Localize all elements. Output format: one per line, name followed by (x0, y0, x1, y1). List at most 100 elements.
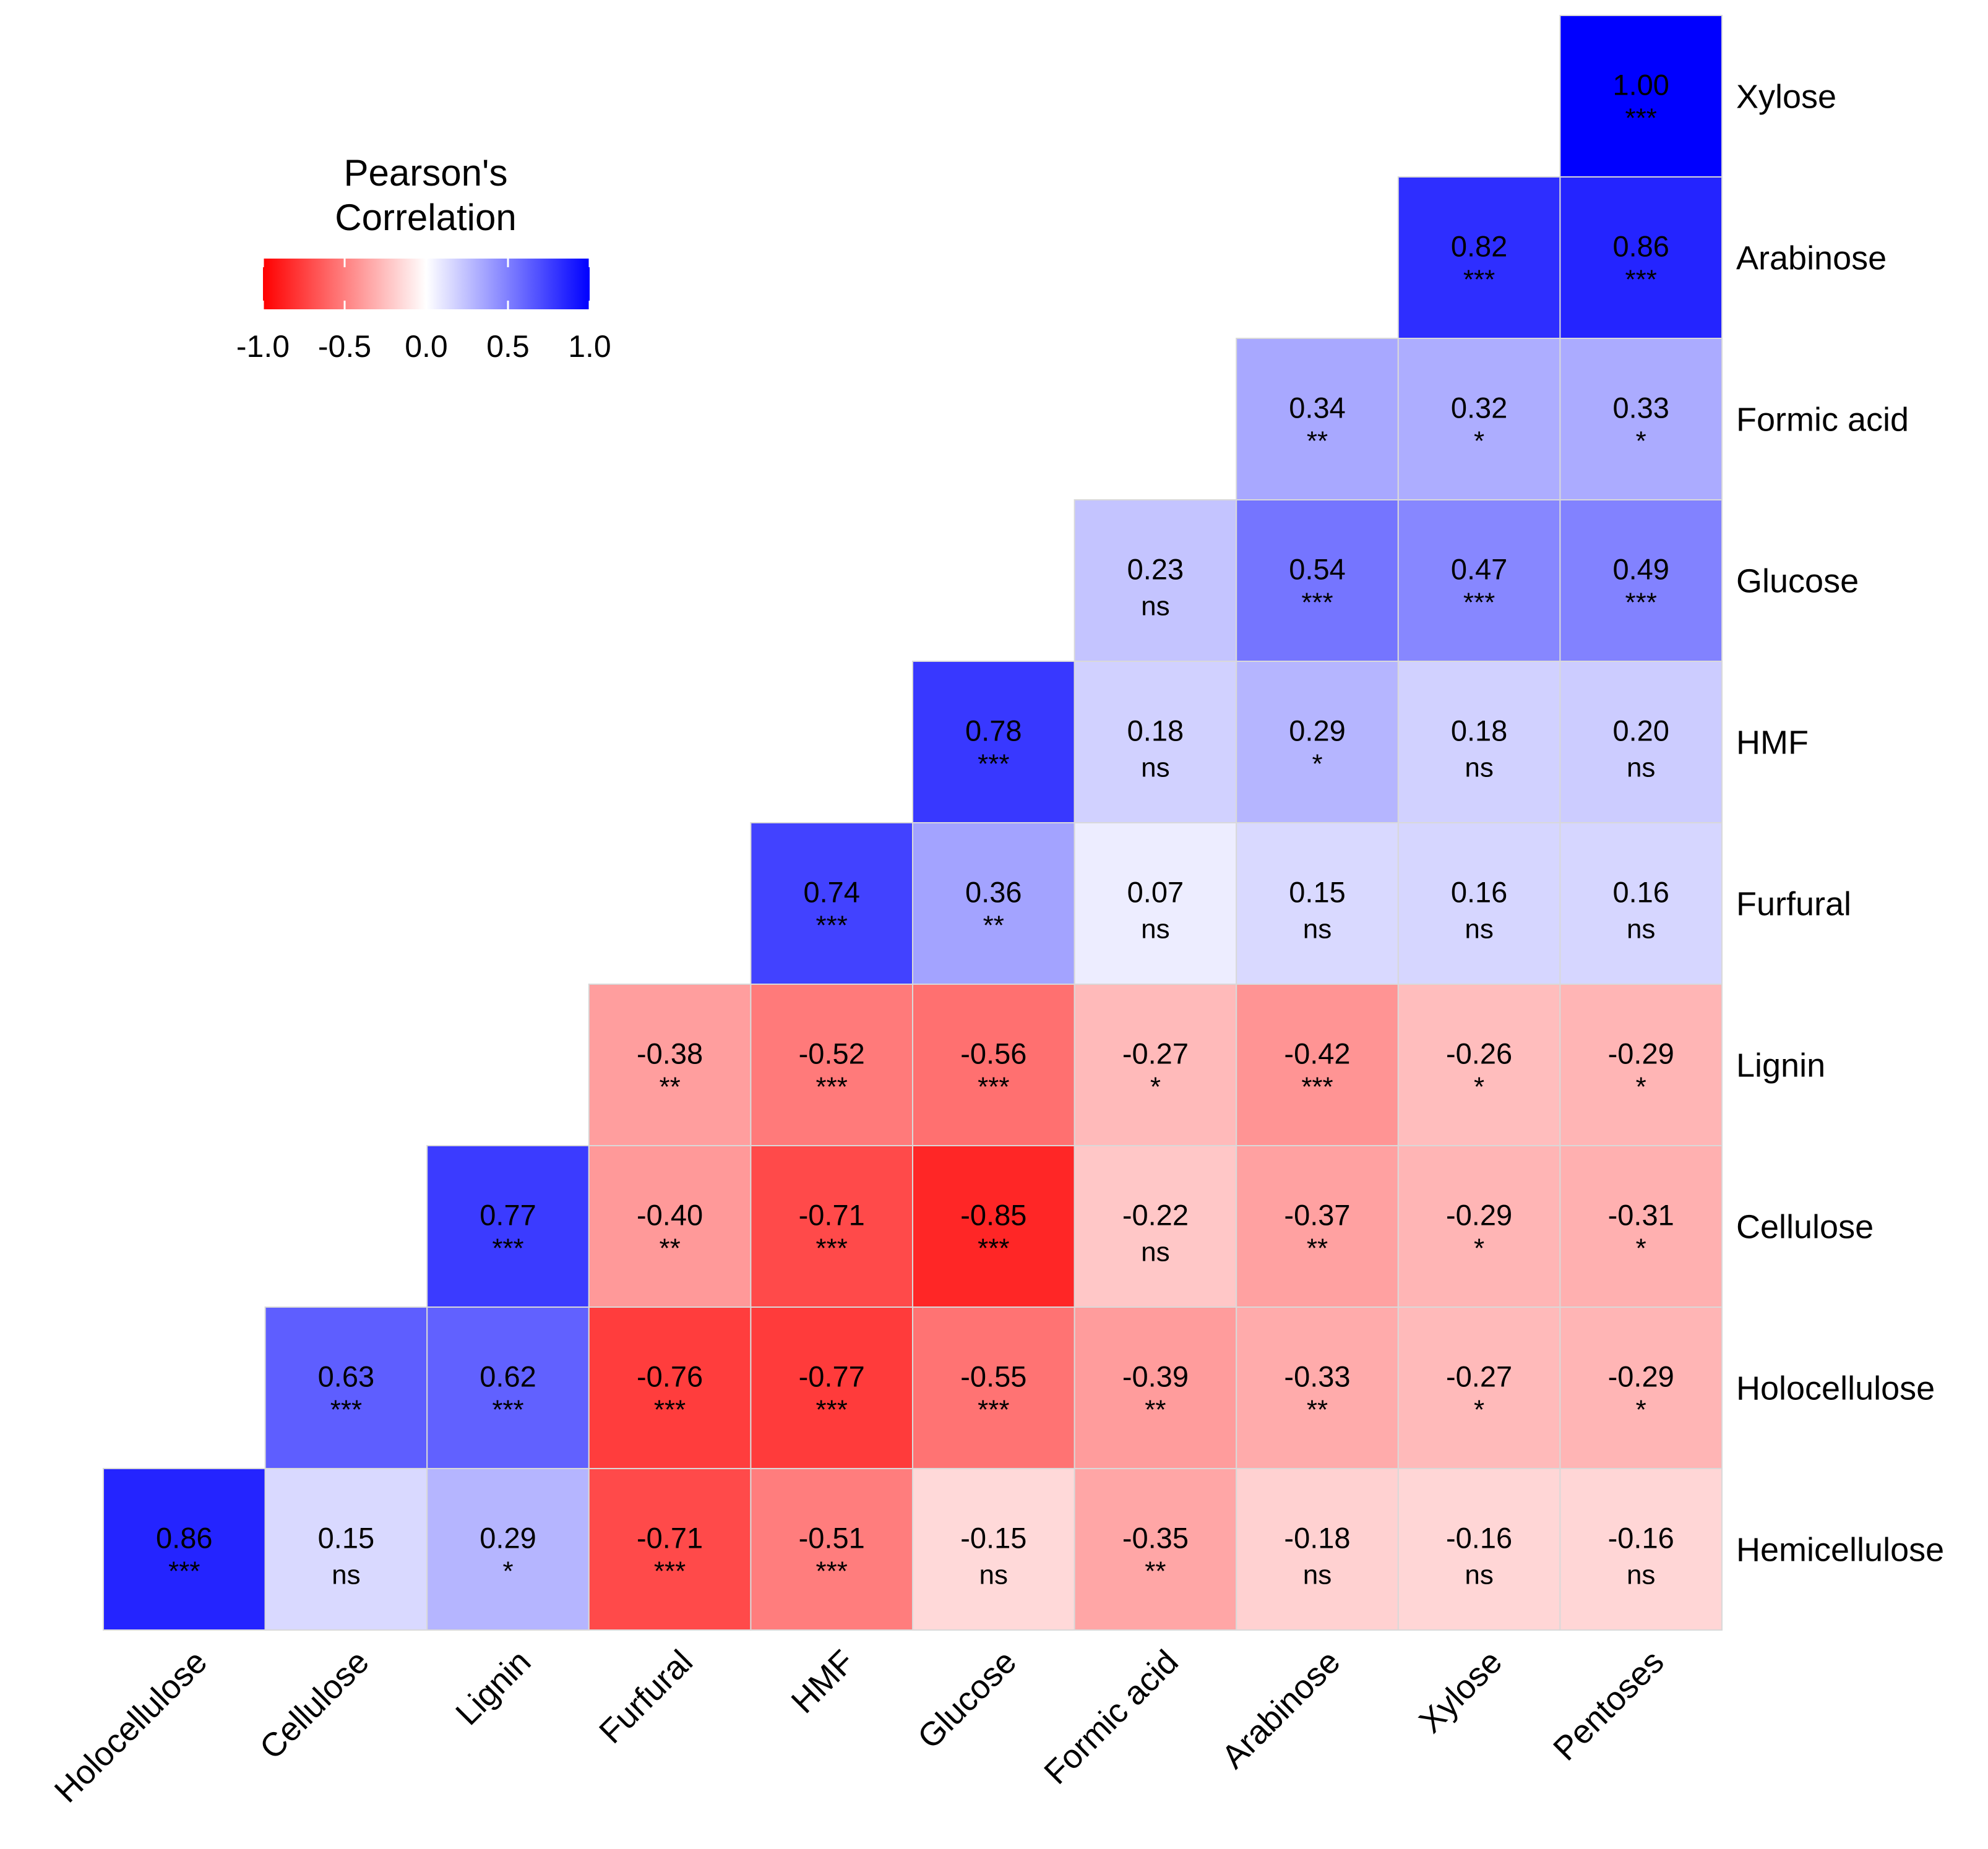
cell-significance-label: * (1474, 426, 1484, 457)
heatmap-cell: 0.18 ns (1397, 661, 1561, 823)
row-labels: Xylose Arabinose Formic acid Glucose HMF Furf… (1736, 79, 1944, 1569)
column-label: Furfural (592, 1643, 700, 1751)
heatmap-cell-rect (1559, 822, 1723, 985)
cell-value-label: -0.27 (1446, 1360, 1512, 1393)
cell-significance-label: * (1636, 1395, 1646, 1425)
heatmap-cell-rect (426, 1145, 590, 1308)
legend-title-line-1: Pearson's (344, 152, 508, 194)
heatmap-cell-rect (1397, 984, 1561, 1146)
heatmap-cell: -0.16 ns (1397, 1468, 1561, 1631)
heatmap-cell: 0.78*** (912, 661, 1075, 823)
heatmap-cell-rect (1559, 1145, 1723, 1308)
heatmap-cell: 0.86*** (1559, 176, 1723, 339)
heatmap-cell: 0.33* (1559, 338, 1723, 500)
legend-title-line-2: Correlation (335, 197, 516, 238)
heatmap-cell-rect (1559, 15, 1723, 178)
cell-value-label: -0.71 (637, 1522, 703, 1555)
row-label: Hemicellulose (1736, 1532, 1944, 1569)
cell-significance-label: *** (492, 1233, 523, 1264)
column-label: Formic acid (1037, 1643, 1185, 1791)
heatmap-cell: 0.16 ns (1397, 822, 1561, 985)
column-label: Arabinose (1215, 1643, 1347, 1775)
heatmap-cell: 0.34** (1236, 338, 1399, 500)
cell-significance-label: ns (1303, 1560, 1332, 1590)
cell-significance-label: ** (983, 911, 1004, 941)
heatmap-cell: 0.82*** (1397, 176, 1561, 339)
column-label: Holocellulose (48, 1643, 215, 1810)
cell-value-label: 0.29 (1289, 714, 1345, 747)
heatmap-cell-rect (1236, 338, 1399, 500)
heatmap-cell: -0.76*** (588, 1306, 752, 1469)
cell-significance-label: ** (1307, 1395, 1328, 1425)
row-label: HMF (1736, 724, 1809, 761)
cell-significance-label: ns (1627, 914, 1655, 945)
cell-value-label: 0.78 (965, 714, 1022, 747)
cell-value-label: -0.77 (799, 1360, 865, 1393)
heatmap-cell: -0.22 ns (1074, 1145, 1237, 1308)
row-label: Furfural (1736, 886, 1851, 923)
heatmap-cell-rect (103, 1468, 266, 1631)
heatmap-cell: -0.71*** (588, 1468, 752, 1631)
cell-value-label: -0.76 (637, 1360, 703, 1393)
cell-significance-label: ns (1627, 1560, 1655, 1590)
cell-value-label: -0.27 (1122, 1037, 1189, 1070)
heatmap-cell: -0.33** (1236, 1306, 1399, 1469)
heatmap-cell-rect (1397, 338, 1561, 500)
legend-tick-label: 0.5 (486, 329, 530, 364)
heatmap-cell-rect (1074, 1306, 1237, 1469)
heatmap-cell: -0.26* (1397, 984, 1561, 1146)
column-label: Glucose (911, 1643, 1024, 1756)
heatmap-cell-rect (426, 1306, 590, 1469)
heatmap-cell-rect (588, 1145, 752, 1308)
cell-significance-label: * (1474, 1233, 1484, 1264)
heatmap-cell-rect (1559, 176, 1723, 339)
heatmap-cell: 0.15 ns (264, 1468, 428, 1631)
cell-significance-label: *** (654, 1556, 686, 1587)
heatmap-cell-rect (912, 822, 1075, 985)
cell-value-label: 0.18 (1127, 714, 1184, 747)
heatmap-cell-rect (1236, 1145, 1399, 1308)
cell-value-label: -0.51 (799, 1522, 865, 1555)
cell-significance-label: ** (1145, 1556, 1166, 1587)
row-label: Glucose (1736, 563, 1859, 600)
column-label: Lignin (449, 1643, 538, 1732)
cell-value-label: -0.40 (637, 1199, 703, 1232)
heatmap-cell-rect (1397, 1468, 1561, 1631)
cell-value-label: -0.16 (1446, 1522, 1512, 1555)
heatmap-cell-rect (1397, 1145, 1561, 1308)
legend-tick-label: -0.5 (318, 329, 371, 364)
cell-significance-label: *** (1625, 588, 1657, 618)
cell-significance-label: ns (1141, 591, 1169, 622)
cell-value-label: 0.32 (1451, 392, 1507, 424)
heatmap-cell-rect (1559, 499, 1723, 662)
cell-significance-label: ** (1145, 1395, 1166, 1425)
cell-significance-label: ns (1141, 1237, 1169, 1268)
cell-significance-label: ns (1465, 753, 1493, 783)
heatmap-cell: 0.20 ns (1559, 661, 1723, 823)
heatmap-cell: 0.62*** (426, 1306, 590, 1469)
cell-significance-label: *** (978, 1072, 1009, 1102)
cell-value-label: 0.82 (1451, 230, 1507, 263)
cell-significance-label: *** (492, 1395, 523, 1425)
cell-value-label: -0.35 (1122, 1522, 1189, 1555)
heatmap-cell: 0.18 ns (1074, 661, 1237, 823)
heatmap-cell: 0.32* (1397, 338, 1561, 500)
cell-significance-label: *** (1463, 588, 1495, 618)
cell-significance-label: * (1312, 749, 1322, 779)
row-label: Formic acid (1736, 401, 1909, 439)
heatmap-cell-rect (264, 1468, 428, 1631)
heatmap-cell: 0.86*** (103, 1468, 266, 1631)
cell-value-label: 0.34 (1289, 392, 1345, 424)
heatmap-cell-rect (1559, 984, 1723, 1146)
cell-significance-label: *** (816, 1233, 848, 1264)
cell-value-label: -0.37 (1284, 1199, 1350, 1232)
cell-significance-label: *** (978, 1233, 1009, 1264)
cell-value-label: 0.23 (1127, 553, 1184, 586)
cell-significance-label: ns (1141, 914, 1169, 945)
column-label: Cellulose (252, 1643, 376, 1766)
cell-value-label: -0.71 (799, 1199, 865, 1232)
heatmap-cell-rect (912, 661, 1075, 823)
cell-significance-label: * (502, 1556, 513, 1587)
heatmap-cell: -0.29* (1559, 1306, 1723, 1469)
cell-significance-label: ns (1465, 914, 1493, 945)
